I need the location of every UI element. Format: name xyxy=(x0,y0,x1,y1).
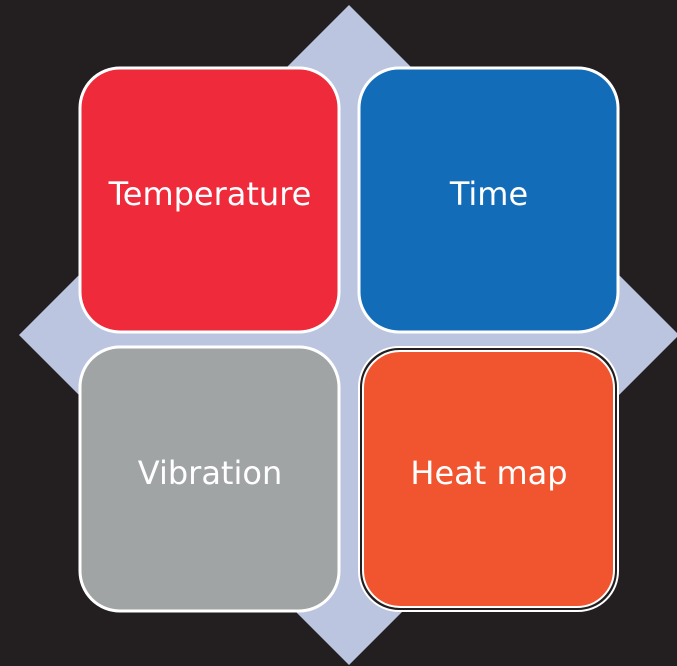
node-box xyxy=(78,345,341,613)
node-label: Time xyxy=(449,175,528,213)
node-label: Vibration xyxy=(138,454,282,492)
node-box xyxy=(357,66,620,334)
node-label: Heat map xyxy=(410,454,567,492)
node-box xyxy=(362,350,615,608)
node-box xyxy=(78,66,341,334)
node-label: Temperature xyxy=(108,175,312,213)
